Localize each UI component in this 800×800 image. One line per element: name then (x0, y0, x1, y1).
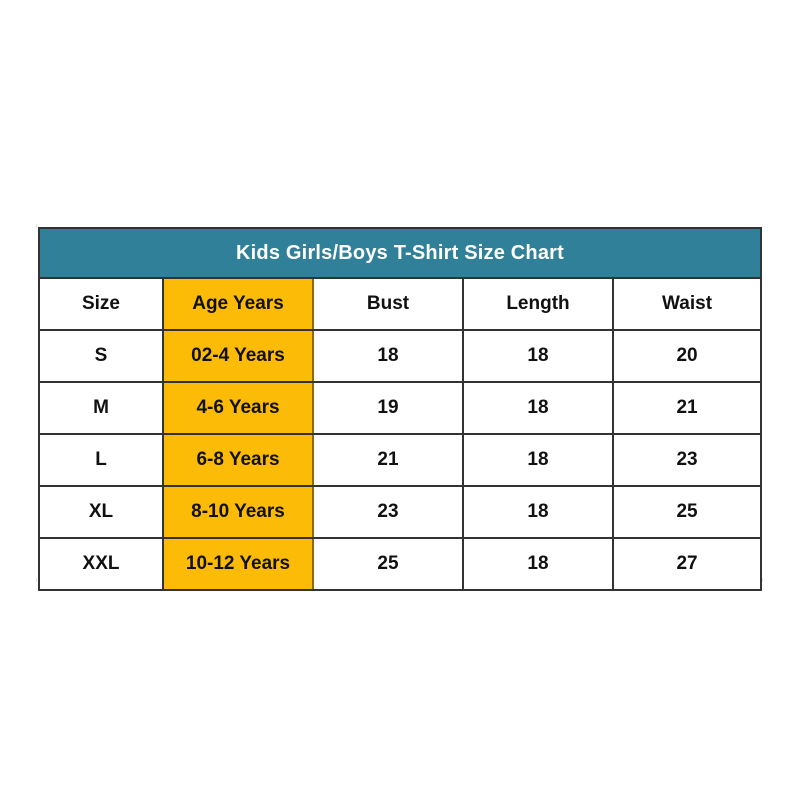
column-header-row: Size Age Years Bust Length Waist (38, 277, 763, 331)
cell-age: 8-10 Years (162, 485, 314, 539)
cell-length: 18 (462, 485, 614, 539)
cell-size: M (38, 381, 164, 435)
column-header-age-years: Age Years (162, 277, 314, 331)
size-chart-table: Kids Girls/Boys T-Shirt Size Chart Size … (37, 227, 763, 591)
cell-length: 18 (462, 537, 614, 591)
cell-length: 18 (462, 329, 614, 383)
size-chart-body: Kids Girls/Boys T-Shirt Size Chart Size … (37, 227, 763, 591)
page-title: Kids Girls/Boys T-Shirt Size Chart (37, 227, 763, 279)
cell-age: 6-8 Years (162, 433, 314, 487)
table-row: L 6-8 Years 21 18 23 (38, 433, 763, 487)
cell-size: XL (38, 485, 164, 539)
cell-waist: 23 (611, 433, 763, 487)
size-chart-container: Kids Girls/Boys T-Shirt Size Chart Size … (37, 227, 763, 591)
cell-length: 18 (462, 381, 614, 435)
cell-bust: 19 (312, 381, 464, 435)
guide-mark-right-bottom (762, 578, 763, 582)
cell-bust: 25 (312, 537, 464, 591)
cell-size: S (38, 329, 164, 383)
cell-age: 4-6 Years (162, 381, 314, 435)
cell-age: 10-12 Years (162, 537, 314, 591)
cell-size: L (38, 433, 164, 487)
table-row: S 02-4 Years 18 18 20 (38, 329, 763, 383)
cell-waist: 27 (611, 537, 763, 591)
cell-waist: 20 (611, 329, 763, 383)
cell-bust: 21 (312, 433, 464, 487)
column-header-size: Size (38, 277, 164, 331)
cell-length: 18 (462, 433, 614, 487)
cell-waist: 25 (611, 485, 763, 539)
cell-age: 02-4 Years (162, 329, 314, 383)
table-row: XXL 10-12 Years 25 18 27 (38, 537, 763, 591)
cell-waist: 21 (611, 381, 763, 435)
column-header-length: Length (462, 277, 614, 331)
cell-bust: 23 (312, 485, 464, 539)
guide-mark-left-top (36, 224, 37, 228)
cell-size: XXL (38, 537, 164, 591)
cell-bust: 18 (312, 329, 464, 383)
column-header-bust: Bust (312, 277, 464, 331)
table-row: XL 8-10 Years 23 18 25 (38, 485, 763, 539)
chart-title-row: Kids Girls/Boys T-Shirt Size Chart (37, 227, 763, 279)
table-row: M 4-6 Years 19 18 21 (38, 381, 763, 435)
column-header-waist: Waist (611, 277, 763, 331)
guide-mark-left-bottom (36, 578, 37, 582)
